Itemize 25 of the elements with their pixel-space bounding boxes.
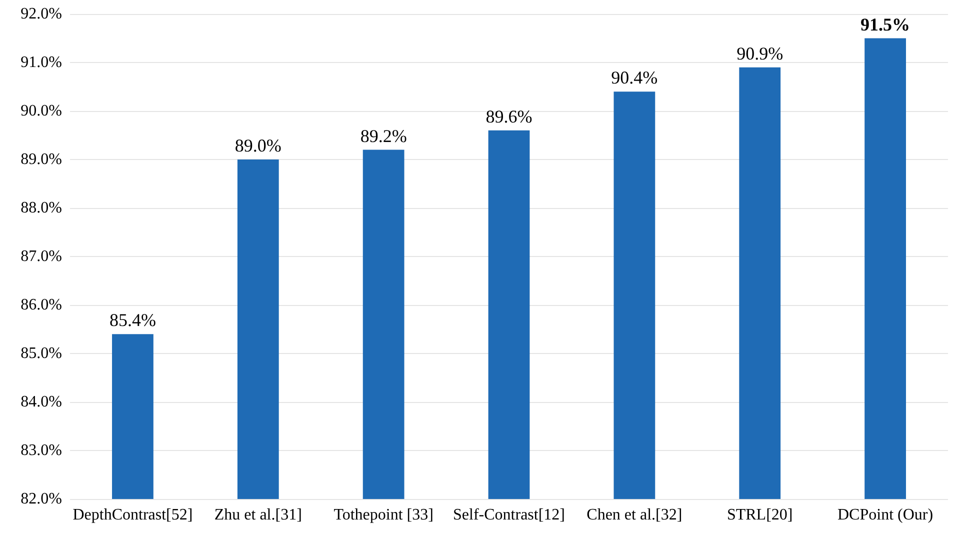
y-tick-label: 90.0% xyxy=(20,102,62,120)
y-tick-label: 91.0% xyxy=(20,54,62,71)
y-tick-label: 87.0% xyxy=(20,248,62,265)
x-tick-label: DepthContrast[52] xyxy=(72,506,193,524)
data-label: 91.5% xyxy=(860,14,910,34)
x-tick-label: STRL[20] xyxy=(726,506,793,524)
data-label: 89.2% xyxy=(360,126,407,146)
data-label: 89.6% xyxy=(486,106,532,126)
y-tick-label: 86.0% xyxy=(20,296,62,314)
y-tick-label: 89.0% xyxy=(20,151,62,168)
x-tick-label: Chen et al.[32] xyxy=(586,506,682,524)
y-tick-label: 84.0% xyxy=(20,394,62,410)
data-label: 85.4% xyxy=(109,310,156,330)
y-tick-label: 88.0% xyxy=(20,200,62,216)
x-tick-label: Tothepoint [33] xyxy=(334,506,434,524)
y-tick-label: 85.0% xyxy=(20,345,62,362)
x-tick-label: Zhu et al.[31] xyxy=(214,506,302,524)
x-tick-label: Self-Contrast[12] xyxy=(453,506,565,524)
y-tick-label: 92.0% xyxy=(20,6,62,22)
y-tick-label: 82.0% xyxy=(20,490,62,508)
data-label: 89.0% xyxy=(234,136,282,156)
data-label: 90.9% xyxy=(736,43,784,64)
y-tick-label: 83.0% xyxy=(20,442,62,459)
x-tick-label: DCPoint (Our) xyxy=(838,506,934,524)
data-label: 90.4% xyxy=(611,68,658,88)
